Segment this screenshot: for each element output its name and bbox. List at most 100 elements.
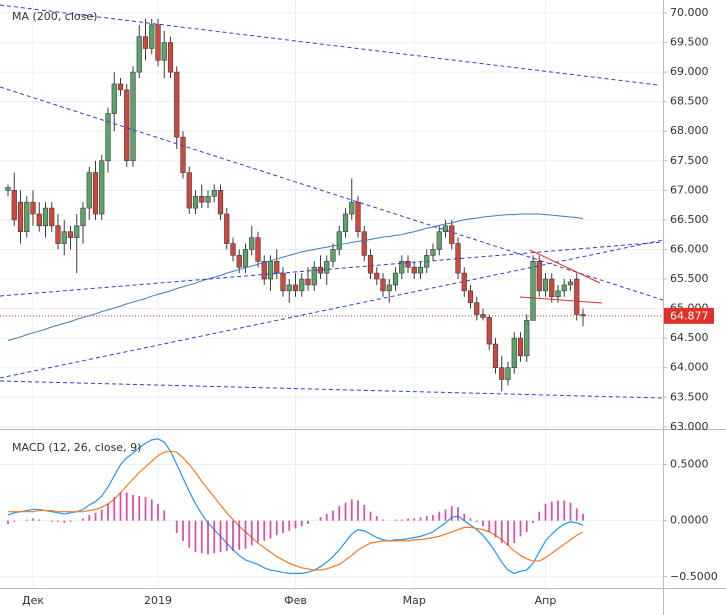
candle-body	[492, 343, 499, 369]
histogram-bar	[394, 519, 397, 521]
candle-body	[386, 284, 392, 292]
candle-body	[374, 272, 380, 280]
histogram-bar	[332, 510, 334, 521]
histogram-bar	[438, 511, 441, 521]
histogram-bar	[269, 520, 272, 539]
candle-body	[249, 237, 255, 250]
candle-body	[349, 201, 355, 215]
y-tick-label: 0.0000	[670, 514, 709, 527]
y-tick-label: 68.500	[670, 95, 709, 108]
histogram-bar	[88, 515, 91, 521]
candle-body	[324, 260, 330, 274]
histogram-bar	[338, 506, 341, 521]
y-tick-label: −0.5000	[670, 570, 718, 583]
candle-body	[80, 207, 86, 227]
histogram-bar	[113, 497, 116, 521]
histogram-bar	[82, 518, 84, 521]
candle-body	[342, 213, 349, 233]
candle-body	[149, 24, 155, 49]
histogram-bar	[344, 502, 347, 521]
candle-body	[105, 113, 111, 162]
candle-body	[211, 190, 217, 197]
candle-body	[24, 201, 30, 233]
histogram-bar	[450, 506, 453, 521]
candle-body	[542, 278, 549, 292]
candle-body	[124, 89, 130, 162]
histogram-bar	[25, 519, 28, 521]
candle-body	[405, 260, 411, 268]
candle-body	[505, 367, 511, 380]
histogram-bar	[100, 509, 103, 521]
candle-body	[449, 225, 455, 244]
candle-body	[36, 213, 42, 227]
y-tick-label: 69.500	[670, 36, 709, 49]
histogram-bar	[369, 511, 372, 521]
histogram-bar	[413, 518, 416, 521]
candle-body	[524, 320, 530, 357]
candle-body	[561, 284, 567, 292]
candle-body	[361, 231, 367, 256]
histogram-bar	[500, 520, 503, 544]
histogram-bar	[225, 520, 228, 551]
candle-body	[230, 243, 236, 256]
macd-line	[8, 450, 584, 571]
histogram-bar	[163, 510, 166, 521]
y-tick-label: 68.000	[670, 124, 709, 137]
candle-body	[367, 255, 374, 274]
y-tick-label: 67.500	[670, 154, 709, 167]
candle-body	[261, 260, 267, 280]
histogram-bar	[469, 518, 472, 521]
candle-body	[330, 249, 336, 262]
candle-body	[161, 42, 167, 61]
trend-line	[0, 4, 659, 86]
y-tick-label: 66.000	[670, 242, 709, 255]
histogram-bar	[513, 520, 516, 544]
x-tick-label: Апр	[535, 594, 557, 607]
candle-body	[167, 42, 174, 73]
candle-body	[86, 172, 92, 209]
histogram-bar	[194, 520, 197, 553]
histogram-bar	[294, 520, 297, 529]
histogram-bar	[494, 520, 497, 538]
histogram-bar	[175, 520, 178, 534]
histogram-bar	[232, 520, 234, 551]
histogram-bar	[550, 501, 553, 521]
axes-layer: 63.00063.50064.00064.50065.00065.50066.0…	[22, 6, 718, 607]
candle-body	[411, 266, 417, 274]
candle-body	[467, 290, 474, 303]
candle-body	[511, 337, 517, 369]
histogram-bar	[250, 520, 253, 546]
candle-body	[199, 195, 205, 203]
candle-body	[380, 278, 386, 292]
candle-body	[355, 201, 361, 233]
histogram-bar	[57, 520, 59, 522]
histogram-bar	[307, 520, 309, 525]
histogram-bar	[150, 499, 153, 521]
candle-body	[311, 266, 317, 286]
candle-body	[536, 260, 542, 292]
histogram-bar	[407, 518, 409, 521]
histogram-bar	[138, 495, 141, 521]
histogram-bar	[200, 520, 203, 554]
trend-line	[0, 380, 664, 399]
candle-body	[436, 231, 442, 250]
histogram-bar	[50, 520, 53, 522]
histogram-bar	[32, 518, 34, 521]
histogram-bar	[582, 513, 584, 521]
candle-body	[255, 237, 261, 262]
candle-body	[236, 255, 242, 268]
histogram-bar	[132, 494, 134, 521]
histogram-bar	[325, 513, 328, 521]
histogram-bar	[7, 520, 9, 525]
candle-body	[136, 36, 142, 73]
candle-body	[11, 190, 17, 221]
histogram-bar	[238, 520, 241, 550]
trend-line	[0, 239, 664, 379]
y-tick-label: 69.000	[670, 65, 709, 78]
y-tick-label: 63.500	[670, 390, 709, 403]
trend-lines	[0, 4, 664, 399]
candle-body	[130, 71, 136, 162]
histogram-bar	[38, 519, 41, 521]
x-tick-label: 2019	[144, 594, 172, 607]
candle-body	[417, 266, 424, 274]
